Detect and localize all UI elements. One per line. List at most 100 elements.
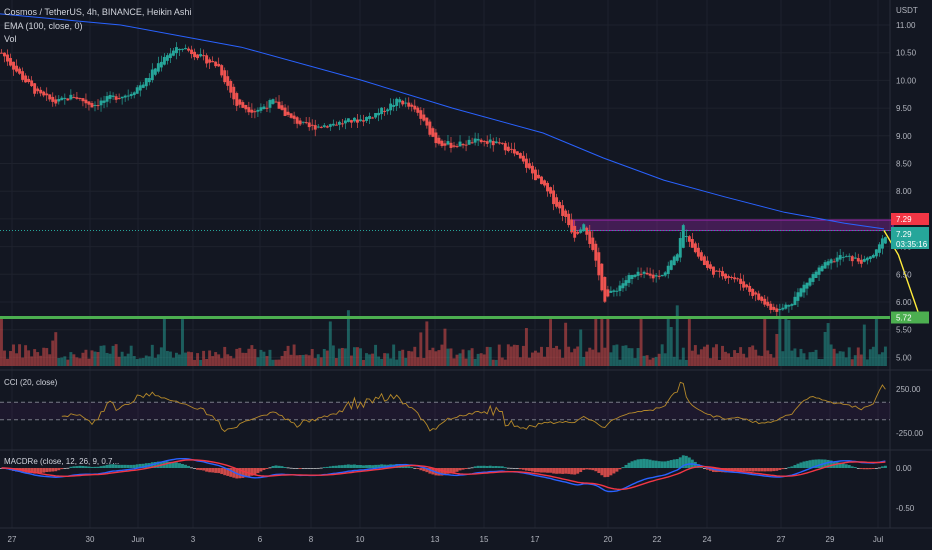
volume-bar (404, 357, 408, 366)
macd-histogram-bar (93, 466, 97, 468)
volume-bar (844, 357, 848, 366)
candle-body (585, 227, 589, 235)
macd-histogram-bar (573, 468, 577, 475)
volume-bar (33, 349, 37, 366)
volume-bar (178, 354, 181, 366)
volume-bar (549, 319, 553, 366)
candle-body (491, 141, 495, 146)
candle-body (271, 99, 275, 104)
macd-histogram-bar (307, 468, 311, 469)
candle-body (277, 101, 281, 109)
volume-bar (458, 353, 462, 366)
candle-body (594, 243, 598, 261)
macd-histogram-bar (413, 467, 417, 469)
volume-bar (612, 345, 616, 366)
candle-body (449, 142, 453, 148)
volume-bar (702, 346, 706, 366)
macd-histogram-bar (521, 468, 525, 470)
candle-body (503, 143, 507, 151)
candle-body (380, 107, 384, 115)
macd-histogram-bar (745, 468, 749, 472)
time-axis[interactable]: 27 30 Jun 3 6 8 10 13 15 17 20 22 24 27 29 Jul (0, 527, 932, 544)
candle-body (482, 140, 486, 142)
volume-bar (265, 356, 269, 366)
macd-histogram-bar (181, 463, 184, 468)
volume-bar (135, 359, 139, 366)
candle-body (636, 271, 640, 276)
volume-legend[interactable]: Vol (4, 34, 17, 44)
volume-bar (425, 321, 429, 366)
macd-histogram-bar (612, 468, 616, 474)
volume-bar (835, 353, 839, 366)
volume-bar (57, 357, 61, 366)
volume-bar (187, 351, 190, 366)
volume-bar (479, 353, 483, 366)
candle-body (624, 280, 628, 286)
candle-body (527, 163, 531, 169)
macd-histogram-bar (102, 465, 106, 468)
candle-body (241, 102, 245, 108)
volume-bar (660, 344, 664, 366)
candle-body (745, 284, 749, 288)
candle-body (712, 266, 715, 275)
macd-histogram-bar (346, 464, 350, 468)
macd-histogram-bar (69, 466, 73, 468)
volume-bar (820, 359, 824, 366)
volume-bar (464, 358, 468, 366)
candle-body (286, 111, 290, 115)
candle-body (802, 284, 806, 293)
candle-body (63, 97, 67, 99)
macd-histogram-bar (736, 468, 740, 471)
volume-bar (410, 351, 414, 366)
candle-body (283, 107, 287, 116)
macd-histogram-bar (582, 468, 586, 470)
candle-body (627, 275, 631, 283)
candle-body (582, 224, 586, 232)
macd-histogram-bar (223, 468, 227, 476)
candle-body (488, 139, 492, 143)
volume-bar (431, 347, 435, 366)
volume-bar (374, 344, 378, 366)
macd-histogram-bar (440, 468, 444, 476)
macd-histogram-bar (811, 459, 815, 468)
macd-histogram-bar (99, 466, 103, 468)
candle-body (521, 155, 525, 162)
candle-body (651, 274, 655, 279)
volume-bar (84, 349, 88, 366)
macd-histogram-bar (552, 468, 556, 474)
candle-body (630, 274, 634, 279)
candle-body (820, 265, 824, 272)
volume-bar (775, 333, 779, 366)
macd-histogram-bar (0, 468, 3, 469)
candle-body (72, 97, 76, 99)
volume-bar (712, 347, 715, 366)
candle-body (223, 70, 227, 83)
macd-histogram-bar (449, 468, 453, 474)
macd-histogram-bar (754, 468, 758, 472)
macd-histogram-bar (292, 468, 296, 469)
ema-legend[interactable]: EMA (100, close, 0) (4, 21, 83, 31)
volume-bar (419, 332, 423, 366)
macd-histogram-bar (337, 465, 341, 468)
macd-histogram-bar (410, 467, 414, 469)
candle-body (78, 98, 82, 100)
macd-histogram-bar (534, 468, 537, 473)
candle-body (606, 289, 610, 297)
volume-bar (787, 320, 791, 366)
cci-legend[interactable]: CCI (20, close) (4, 378, 58, 387)
volume-bar (509, 346, 513, 366)
macd-histogram-bar (352, 464, 356, 468)
date-label: 30 (86, 535, 95, 544)
candle-body (334, 124, 338, 126)
macd-legend[interactable]: MACDRe (close, 12, 26, 9, 0.7... (4, 457, 120, 466)
volume-bar (500, 357, 504, 366)
symbol-legend[interactable]: Cosmos / TetherUS, 4h, BINANCE, Heikin A… (4, 7, 192, 17)
macd-histogram-bar (546, 468, 549, 473)
volume-bar (96, 352, 100, 366)
candle-body (868, 256, 872, 260)
candle-body (138, 85, 142, 91)
macd-histogram-bar (117, 464, 121, 468)
volume-bar (193, 359, 197, 366)
volume-bar (298, 355, 302, 366)
